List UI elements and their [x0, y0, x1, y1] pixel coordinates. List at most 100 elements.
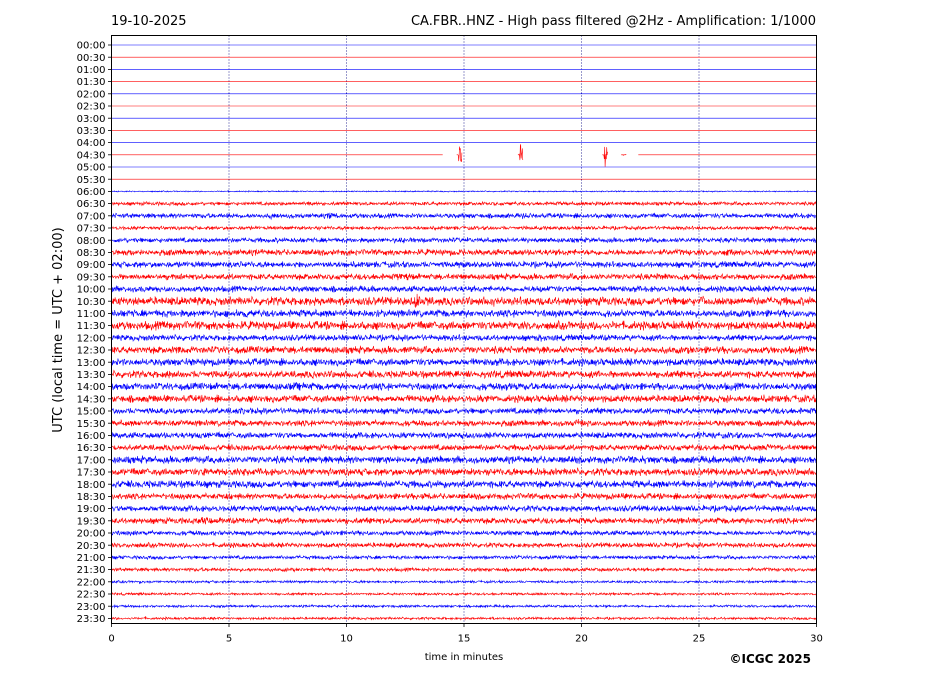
trace-line	[111, 615, 817, 621]
chart-title: CA.FBR..HNZ - High pass filtered @2Hz - …	[411, 14, 816, 29]
y-tick-label: 23:30	[77, 614, 106, 625]
y-tick-label: 01:30	[77, 77, 106, 88]
x-tick-label: 30	[810, 634, 823, 645]
y-tick-label: 15:00	[77, 407, 106, 418]
x-tick-label: 15	[458, 634, 471, 645]
trace-line	[111, 418, 817, 428]
trace-line	[111, 492, 817, 501]
trace-line	[111, 454, 817, 465]
y-tick-label: 01:00	[77, 65, 106, 76]
trace-line	[111, 479, 817, 490]
trace-line	[111, 431, 817, 440]
y-tick-label: 22:30	[77, 590, 106, 601]
x-tick-label: 10	[340, 634, 353, 645]
y-tick-label: 21:00	[77, 553, 106, 564]
y-tick-label: 03:00	[77, 114, 106, 125]
y-tick-label: 08:00	[77, 236, 106, 247]
y-tick-label: 15:30	[77, 419, 106, 430]
y-tick-label: 04:30	[77, 150, 106, 161]
y-tick-label: 12:30	[77, 346, 106, 357]
trace-line	[111, 248, 817, 257]
y-tick-label: 16:30	[77, 443, 106, 454]
y-tick-label: 19:30	[77, 516, 106, 527]
y-tick-label: 20:00	[77, 529, 106, 540]
y-tick-label: 05:00	[77, 163, 106, 174]
y-tick-label: 13:00	[77, 358, 106, 369]
y-tick-label: 09:30	[77, 272, 106, 283]
trace-line	[111, 272, 817, 281]
x-axis-label: time in minutes	[425, 652, 504, 663]
trace-line	[111, 566, 817, 573]
trace-line	[111, 144, 817, 167]
y-tick-label: 18:30	[77, 492, 106, 503]
y-tick-label: 12:00	[77, 333, 106, 344]
copyright-label: ©ICGC 2025	[729, 652, 811, 666]
y-tick-label: 17:30	[77, 468, 106, 479]
y-tick-label: 11:00	[77, 309, 106, 320]
y-tick-label: 02:30	[77, 102, 106, 113]
trace-line	[111, 529, 817, 537]
trace-line	[111, 345, 817, 355]
traces	[111, 44, 817, 621]
y-tick-label: 08:30	[77, 248, 106, 259]
y-tick-label: 09:00	[77, 260, 106, 271]
trace-line	[111, 467, 817, 477]
x-tick-label: 20	[575, 634, 588, 645]
trace-line	[111, 381, 817, 392]
y-tick-label: 19:00	[77, 504, 106, 515]
trace-line	[111, 443, 817, 452]
y-tick-label: 06:00	[77, 187, 106, 198]
y-tick-label: 00:30	[77, 53, 106, 64]
x-tick-label: 25	[693, 634, 706, 645]
y-tick-label: 22:00	[77, 577, 106, 588]
x-tick-label: 0	[108, 634, 114, 645]
y-tick-label: 23:00	[77, 602, 106, 613]
x-axis-ticks: 0 5 10 15 20 25 30	[108, 623, 823, 645]
x-tick-label: 5	[226, 634, 232, 645]
trace-line	[111, 603, 817, 609]
y-tick-label: 21:30	[77, 565, 106, 576]
grid-lines	[228, 35, 700, 624]
trace-line	[111, 284, 817, 294]
trace-line	[111, 200, 817, 207]
trace-line	[111, 357, 817, 368]
trace-line	[111, 579, 817, 585]
y-tick-label: 18:00	[77, 480, 106, 491]
trace-line	[111, 308, 817, 319]
y-tick-label: 14:00	[77, 382, 106, 393]
trace-line	[111, 541, 817, 549]
trace-line	[111, 591, 817, 597]
y-tick-label: 10:00	[77, 285, 106, 296]
y-tick-label: 13:30	[77, 370, 106, 381]
y-tick-label: 05:30	[77, 175, 106, 186]
trace-line	[111, 333, 817, 343]
y-tick-label: 07:30	[77, 224, 106, 235]
trace-line	[111, 516, 817, 525]
trace-line	[111, 225, 817, 232]
trace-line	[111, 260, 817, 269]
y-tick-label: 02:00	[77, 89, 106, 100]
trace-line	[111, 554, 817, 561]
y-tick-label: 20:30	[77, 541, 106, 552]
y-tick-label: 17:00	[77, 455, 106, 466]
trace-line	[111, 189, 817, 193]
y-tick-label: 00:00	[77, 41, 106, 52]
y-tick-label: 16:00	[77, 431, 106, 442]
trace-line	[111, 369, 817, 380]
trace-line	[111, 319, 817, 332]
trace-line	[111, 406, 817, 415]
trace-line	[111, 212, 817, 221]
y-tick-label: 07:00	[77, 211, 106, 222]
y-tick-label: 10:30	[77, 297, 106, 308]
y-tick-label: 11:30	[77, 321, 106, 332]
y-tick-label: 14:30	[77, 394, 106, 405]
trace-line	[111, 236, 817, 245]
trace-line	[111, 394, 817, 404]
y-tick-label: 06:30	[77, 199, 106, 210]
y-tick-label: 04:00	[77, 138, 106, 149]
trace-line	[111, 504, 817, 513]
chart-date: 19-10-2025	[111, 14, 187, 29]
